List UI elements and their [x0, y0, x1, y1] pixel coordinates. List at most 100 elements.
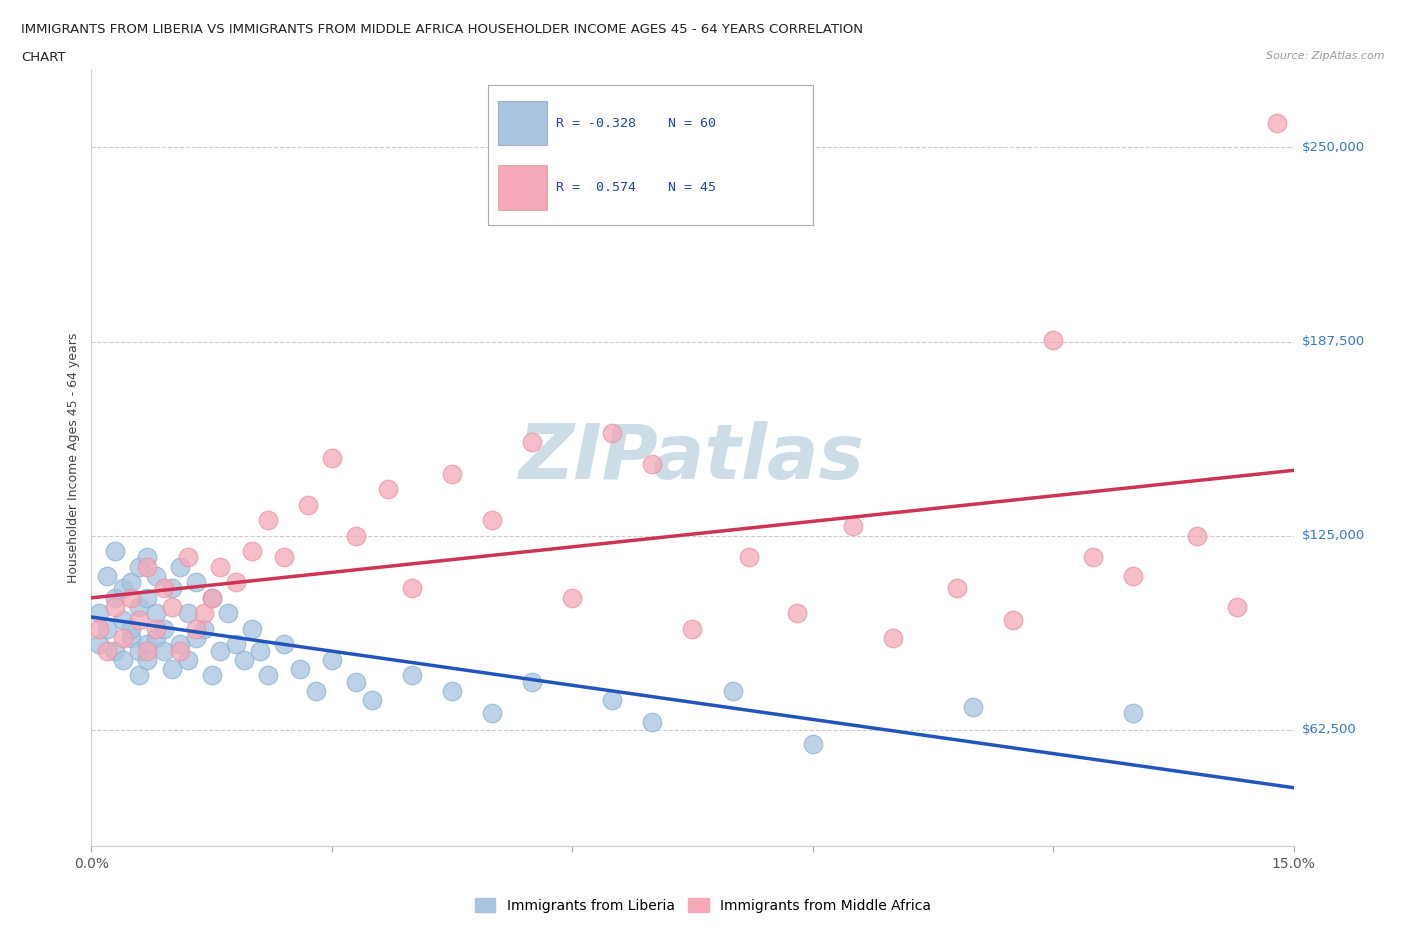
Point	[962, 699, 984, 714]
Point	[160, 662, 183, 677]
Point	[136, 550, 159, 565]
Point	[145, 631, 167, 645]
Point	[136, 637, 159, 652]
Point	[481, 512, 503, 527]
Point	[184, 631, 207, 645]
Point	[344, 528, 367, 543]
Point	[112, 631, 135, 645]
Text: CHART: CHART	[21, 51, 66, 64]
Point	[786, 606, 808, 621]
Point	[681, 621, 703, 636]
Point	[128, 644, 150, 658]
Point	[128, 600, 150, 615]
Point	[377, 482, 399, 497]
Point	[152, 644, 174, 658]
Point	[89, 606, 111, 621]
Point	[321, 653, 343, 668]
Point	[1122, 568, 1144, 583]
Point	[1083, 550, 1105, 565]
Point	[1042, 333, 1064, 348]
Point	[160, 581, 183, 596]
Point	[193, 606, 215, 621]
Point	[201, 668, 224, 683]
Point	[145, 621, 167, 636]
Point	[89, 637, 111, 652]
Point	[104, 600, 127, 615]
Point	[522, 674, 544, 689]
Text: $187,500: $187,500	[1302, 335, 1365, 348]
Point	[522, 435, 544, 450]
Legend: Immigrants from Liberia, Immigrants from Middle Africa: Immigrants from Liberia, Immigrants from…	[470, 893, 936, 919]
Point	[801, 737, 824, 751]
Point	[169, 559, 191, 574]
Point	[225, 637, 247, 652]
Point	[256, 512, 278, 527]
Point	[89, 621, 111, 636]
Point	[841, 519, 863, 534]
Point	[946, 581, 969, 596]
Point	[321, 451, 343, 466]
Point	[232, 653, 254, 668]
Point	[249, 644, 271, 658]
Point	[160, 600, 183, 615]
Point	[128, 668, 150, 683]
Point	[201, 591, 224, 605]
Point	[721, 684, 744, 698]
Point	[169, 644, 191, 658]
Point	[561, 591, 583, 605]
Point	[112, 612, 135, 627]
Point	[401, 668, 423, 683]
Point	[121, 591, 143, 605]
Point	[169, 637, 191, 652]
Point	[440, 466, 463, 481]
Point	[136, 591, 159, 605]
Text: Source: ZipAtlas.com: Source: ZipAtlas.com	[1267, 51, 1385, 61]
Point	[297, 498, 319, 512]
Point	[305, 684, 328, 698]
Point	[1187, 528, 1209, 543]
Text: ZIPatlas: ZIPatlas	[519, 421, 866, 495]
Point	[208, 559, 231, 574]
Point	[288, 662, 311, 677]
Point	[1267, 115, 1289, 130]
Point	[136, 644, 159, 658]
Point	[344, 674, 367, 689]
Point	[602, 693, 624, 708]
Point	[641, 457, 664, 472]
Point	[273, 637, 295, 652]
Point	[104, 591, 127, 605]
Point	[152, 621, 174, 636]
Point	[882, 631, 904, 645]
Point	[401, 581, 423, 596]
Point	[128, 612, 150, 627]
Point	[737, 550, 759, 565]
Text: $250,000: $250,000	[1302, 141, 1365, 153]
Point	[145, 568, 167, 583]
Text: $125,000: $125,000	[1302, 529, 1365, 542]
Point	[112, 653, 135, 668]
Point	[240, 544, 263, 559]
Point	[176, 550, 198, 565]
Point	[1226, 600, 1249, 615]
Point	[121, 621, 143, 636]
Point	[104, 544, 127, 559]
Point	[225, 575, 247, 590]
Point	[184, 575, 207, 590]
Point	[602, 426, 624, 441]
Point	[440, 684, 463, 698]
Point	[104, 644, 127, 658]
Point	[481, 705, 503, 720]
Point	[217, 606, 239, 621]
Point	[152, 581, 174, 596]
Point	[145, 606, 167, 621]
Text: $62,500: $62,500	[1302, 724, 1357, 737]
Point	[273, 550, 295, 565]
Point	[641, 714, 664, 729]
Point	[136, 559, 159, 574]
Point	[121, 631, 143, 645]
Point	[96, 644, 118, 658]
Point	[1122, 705, 1144, 720]
Point	[193, 621, 215, 636]
Point	[112, 581, 135, 596]
Point	[176, 653, 198, 668]
